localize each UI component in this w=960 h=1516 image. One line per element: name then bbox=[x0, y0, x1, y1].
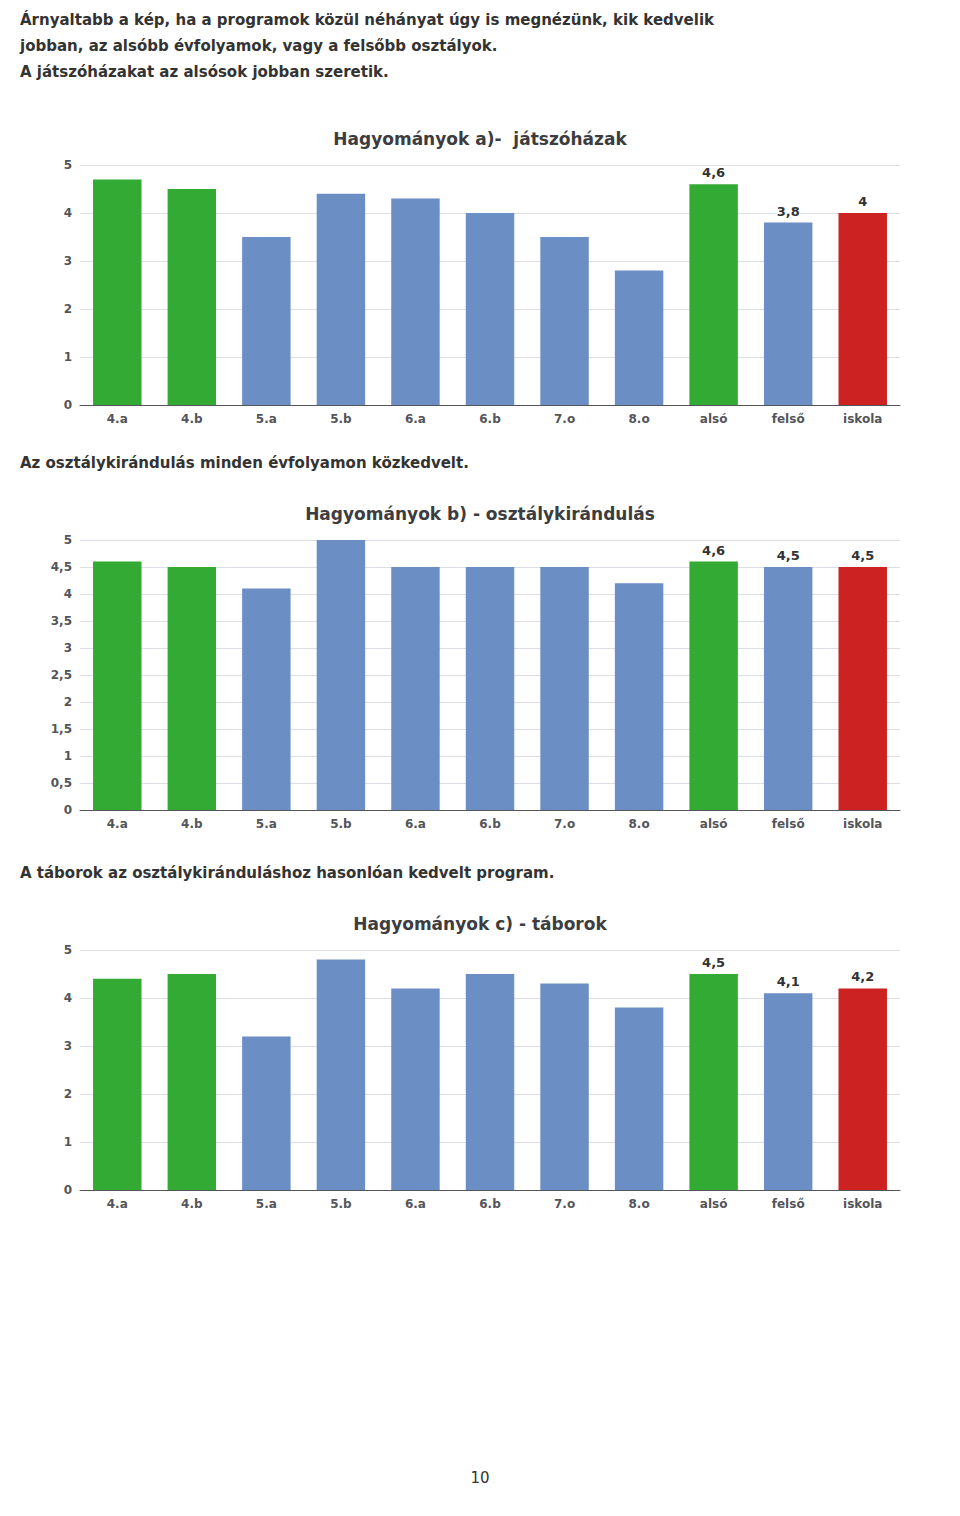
svg-text:8.o: 8.o bbox=[629, 412, 650, 426]
svg-text:Hagyományok a)- játszóházak: Hagyományok a)- játszóházak bbox=[333, 129, 627, 149]
svg-text:4: 4 bbox=[64, 206, 72, 220]
svg-text:Hagyományok c) - táborok: Hagyományok c) - táborok bbox=[353, 914, 607, 934]
svg-text:4.a: 4.a bbox=[107, 412, 128, 426]
svg-text:0: 0 bbox=[64, 1183, 72, 1197]
svg-text:jobban, az alsóbb évfolyamok,: jobban, az alsóbb évfolyamok, vagy a fel… bbox=[19, 37, 497, 55]
svg-text:0: 0 bbox=[64, 803, 72, 817]
svg-text:iskola: iskola bbox=[843, 1197, 882, 1211]
svg-text:2,5: 2,5 bbox=[51, 668, 72, 682]
svg-text:4: 4 bbox=[64, 587, 72, 601]
svg-text:4,6: 4,6 bbox=[702, 165, 725, 180]
svg-text:7.o: 7.o bbox=[554, 412, 575, 426]
svg-text:5.a: 5.a bbox=[256, 1197, 277, 1211]
svg-text:0: 0 bbox=[64, 398, 72, 412]
svg-text:2: 2 bbox=[64, 1087, 72, 1101]
svg-text:iskola: iskola bbox=[843, 817, 882, 831]
svg-text:5: 5 bbox=[64, 533, 72, 547]
svg-text:4: 4 bbox=[64, 991, 72, 1005]
svg-text:Az osztálykirándulás minden év: Az osztálykirándulás minden évfolyamon k… bbox=[20, 454, 469, 472]
svg-text:1: 1 bbox=[64, 1135, 72, 1149]
svg-text:5.a: 5.a bbox=[256, 817, 277, 831]
svg-text:6.b: 6.b bbox=[479, 412, 501, 426]
svg-text:4,6: 4,6 bbox=[702, 543, 725, 558]
svg-text:alsó: alsó bbox=[700, 1197, 728, 1211]
svg-text:4,1: 4,1 bbox=[777, 974, 800, 989]
svg-text:5.b: 5.b bbox=[330, 1197, 352, 1211]
svg-text:0,5: 0,5 bbox=[51, 776, 72, 790]
svg-text:6.a: 6.a bbox=[405, 1197, 426, 1211]
svg-text:4,5: 4,5 bbox=[851, 548, 874, 563]
svg-text:4.a: 4.a bbox=[107, 817, 128, 831]
svg-text:A táborok az osztálykirándulás: A táborok az osztálykiránduláshoz hasonl… bbox=[20, 864, 554, 882]
svg-text:alsó: alsó bbox=[700, 817, 728, 831]
svg-text:5.a: 5.a bbox=[256, 412, 277, 426]
svg-text:felső: felső bbox=[772, 412, 805, 426]
svg-text:3,5: 3,5 bbox=[51, 614, 72, 628]
svg-text:3: 3 bbox=[64, 641, 72, 655]
svg-text:5: 5 bbox=[64, 943, 72, 957]
svg-text:5.b: 5.b bbox=[330, 412, 352, 426]
svg-text:7.o: 7.o bbox=[554, 1197, 575, 1211]
svg-text:3: 3 bbox=[64, 254, 72, 268]
svg-text:4.a: 4.a bbox=[107, 1197, 128, 1211]
svg-text:6.a: 6.a bbox=[405, 817, 426, 831]
svg-text:A játszóházakat az alsósok job: A játszóházakat az alsósok jobban szeret… bbox=[20, 63, 389, 81]
svg-text:6.b: 6.b bbox=[479, 817, 501, 831]
svg-text:8.o: 8.o bbox=[629, 817, 650, 831]
svg-text:felső: felső bbox=[772, 817, 805, 831]
svg-text:7.o: 7.o bbox=[554, 817, 575, 831]
svg-text:Árnyaltabb a kép, ha a program: Árnyaltabb a kép, ha a programok közül n… bbox=[20, 10, 715, 29]
svg-text:4,5: 4,5 bbox=[51, 560, 72, 574]
svg-text:2: 2 bbox=[64, 302, 72, 316]
svg-text:4.b: 4.b bbox=[181, 1197, 203, 1211]
svg-text:iskola: iskola bbox=[843, 412, 882, 426]
svg-text:4: 4 bbox=[858, 194, 867, 209]
svg-text:1: 1 bbox=[64, 749, 72, 763]
svg-text:4,5: 4,5 bbox=[702, 955, 725, 970]
svg-text:4.b: 4.b bbox=[181, 817, 203, 831]
svg-text:1: 1 bbox=[64, 350, 72, 364]
svg-text:8.o: 8.o bbox=[629, 1197, 650, 1211]
svg-text:4.b: 4.b bbox=[181, 412, 203, 426]
svg-text:6.a: 6.a bbox=[405, 412, 426, 426]
svg-text:4,5: 4,5 bbox=[777, 548, 800, 563]
svg-text:5.b: 5.b bbox=[330, 817, 352, 831]
svg-text:felső: felső bbox=[772, 1197, 805, 1211]
svg-text:alsó: alsó bbox=[700, 412, 728, 426]
svg-text:6.b: 6.b bbox=[479, 1197, 501, 1211]
svg-text:3: 3 bbox=[64, 1039, 72, 1053]
svg-text:4,2: 4,2 bbox=[851, 969, 874, 984]
svg-text:5: 5 bbox=[64, 158, 72, 172]
svg-text:1,5: 1,5 bbox=[51, 722, 72, 736]
svg-text:10: 10 bbox=[470, 1469, 489, 1487]
svg-text:3,8: 3,8 bbox=[777, 204, 800, 219]
svg-text:Hagyományok b) - osztálykiránd: Hagyományok b) - osztálykirándulás bbox=[305, 504, 655, 524]
svg-text:2: 2 bbox=[64, 695, 72, 709]
